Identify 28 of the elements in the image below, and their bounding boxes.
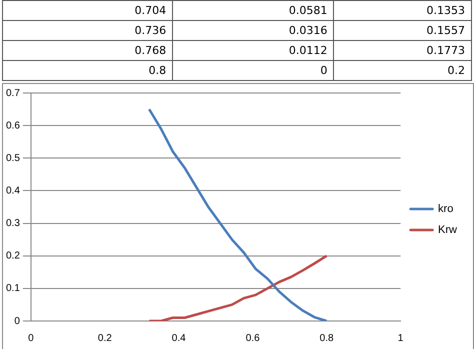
y-tick-label: 0.6 [6,120,20,132]
y-tick-label: 0.5 [6,152,20,164]
text: 0.1557 [334,20,472,40]
text: 0 [172,60,334,80]
text: 0.736 [2,20,173,40]
y-tick-label: 0.7 [6,88,20,99]
text: 0.1353 [334,0,472,20]
y-tick-label: 0 [14,316,20,327]
y-tick-label: 0.1 [6,283,20,294]
x-tick-label: 0.2 [98,332,112,344]
text: 0.8 [2,60,173,80]
x-tick-label: 0.4 [172,332,186,344]
legend-label: kro [438,203,454,216]
x-tick-label: 0.8 [320,332,334,344]
y-tick-label: 0.2 [6,250,20,262]
x-tick-label: 0.6 [246,332,260,344]
text: 0.704 [2,0,173,20]
text: 0.2 [334,60,472,80]
text: 0.1773 [334,40,472,60]
x-tick-label: 1 [398,332,404,344]
text: 0.0581 [172,0,334,20]
text: 0.0316 [172,20,334,40]
text: 0.768 [2,40,173,60]
text: 0.0112 [172,40,334,60]
x-tick-label: 0 [28,332,34,344]
y-tick-label: 0.4 [6,185,20,196]
y-tick-label: 0.3 [6,218,20,230]
legend-label: Krw [438,224,458,236]
